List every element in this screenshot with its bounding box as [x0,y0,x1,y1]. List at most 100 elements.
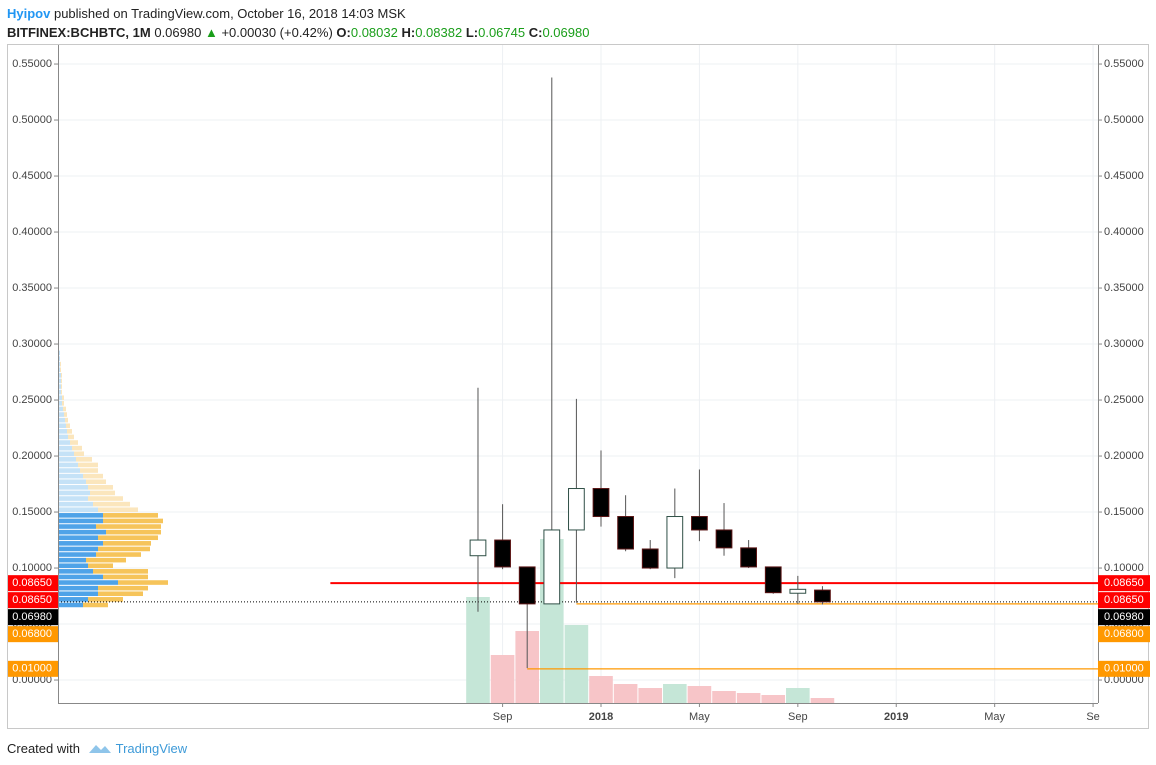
profile-down [98,585,148,591]
profile-down [88,496,123,501]
price-label: 0.06800 [1104,628,1144,640]
profile-down [103,518,163,524]
profile-down [62,395,64,401]
profile-up [58,440,70,445]
profile-down [96,524,161,529]
volume-bar [613,684,638,703]
profile-up [58,496,88,501]
profile-up [58,412,64,417]
y-tick-label: 0.35000 [12,282,52,294]
price-label-bg [8,626,58,643]
line2: BITFINEX:BCHBTC, 1M 0.06980 ▲ +0.00030 (… [7,23,589,42]
ohlc-value: 0.06745 [478,25,526,40]
profile-down [98,507,138,513]
profile-up [58,479,86,485]
profile-up [58,457,76,462]
profile-down [66,423,70,429]
profile-up [58,597,88,602]
profile-up [58,462,78,468]
y-tick-label: 0.45000 [1104,170,1144,182]
y-tick-label: 0.20000 [12,450,52,462]
ohlc-value: 0.08032 [350,25,398,40]
author[interactable]: Hyipov [7,6,51,21]
volume-bar [490,655,515,703]
candle-body [592,488,610,518]
price-label: 0.06980 [1104,611,1144,623]
x-tick-label: 2018 [589,711,613,723]
profile-up [58,451,74,457]
x-tick-label: Sep [493,711,513,723]
profile-down [93,501,130,507]
profile-down [80,468,98,473]
profile-up [58,557,86,563]
ohlc-value: 0.08382 [415,25,463,40]
profile-up [58,389,61,395]
y-tick-label: 0.35000 [1104,282,1144,294]
profile-down [67,429,72,434]
price-label-bg [8,592,58,609]
x-tick-label: May [689,711,710,723]
created: Created with [7,741,80,756]
up-arrow: ▲ [204,25,218,40]
profile-up [58,468,80,473]
volume-bar [589,676,613,703]
profile-up [58,373,61,378]
profile-up [58,563,88,569]
profile-down [90,490,115,496]
brand[interactable]: TradingView [115,741,188,756]
price-label: 0.08650 [12,577,52,589]
profile-up [58,406,63,412]
profile-up [58,535,98,541]
profile-up [58,524,96,529]
y-tick-label: 0.15000 [1104,506,1144,518]
y-tick-label: 0.25000 [1104,394,1144,406]
price-label: 0.06800 [12,628,52,640]
profile-down [60,361,61,367]
price-label-bg [8,660,58,677]
candle-body [691,516,708,531]
volume-bar [810,698,835,703]
y-tick-label: 0.30000 [1104,338,1144,350]
profile-up [58,541,103,546]
y-tick-label: 0.10000 [1104,562,1144,574]
profile-down [96,552,141,557]
price-label-bg [1098,575,1150,592]
price-label: 0.08650 [1104,594,1144,606]
profile-down [86,479,106,485]
profile-up [58,507,98,513]
price-label: 0.08650 [12,594,52,606]
profile-up [58,591,98,597]
last: 0.06980 [154,25,202,40]
profile-down [61,373,62,378]
y-tick-label: 0.30000 [12,338,52,350]
candle-body [789,588,807,594]
profile-down [93,569,148,574]
profile-up [58,569,93,574]
logo [88,745,111,753]
profile-up [58,580,118,585]
profile-down [65,417,68,423]
price-label-bg [1098,592,1150,609]
y-tick-label: 0.00000 [1104,674,1144,686]
ohlc: O:0.08032 H:0.08382 L:0.06745 C:0.06980 [336,25,589,40]
x-tick-label: May [984,711,1005,723]
candle-body [641,548,659,569]
y-tick-label: 0.50000 [12,114,52,126]
profile-up [58,473,83,479]
change: +0.00030 (+0.42%) [221,25,333,40]
candle-body [715,529,733,549]
footer: Created with TradingView [7,739,187,756]
ohlc-label: O: [336,25,351,40]
profile-up [58,529,106,535]
y-tick-label: 0.55000 [1104,58,1144,70]
profile-down [88,563,113,569]
line1: Hyipov published on TradingView.com, Oct… [7,4,589,23]
profile-down [103,513,158,518]
profile-up [58,434,68,440]
profile-up [58,501,93,507]
profile-down [68,434,74,440]
candle-body [740,547,758,568]
x-tick-label: Sep [788,711,808,723]
profile-down [88,597,123,602]
profile-up [58,518,103,524]
